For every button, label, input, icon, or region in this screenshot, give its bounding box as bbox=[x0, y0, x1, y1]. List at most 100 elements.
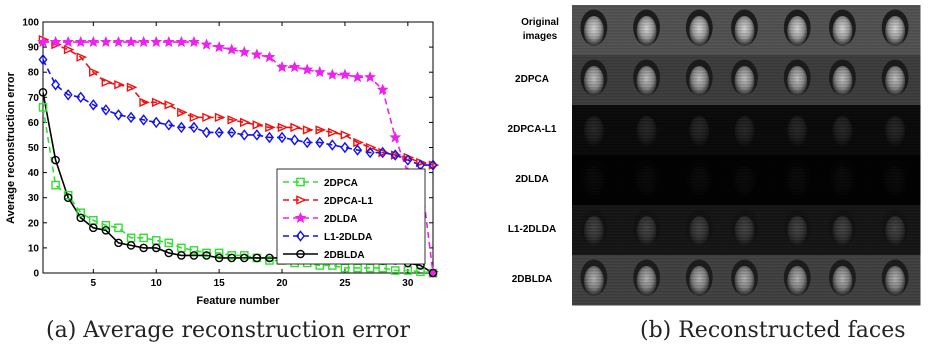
point-2dblda bbox=[252, 253, 262, 263]
point-2dlda bbox=[74, 35, 87, 48]
face-2dlda bbox=[671, 155, 722, 206]
face-2dblda bbox=[572, 255, 623, 306]
point-2dlda bbox=[49, 35, 62, 48]
stripe-overlay bbox=[621, 55, 672, 106]
series-line-l1-2dlda bbox=[43, 59, 433, 166]
row-label-2dpca-l1: 2DPCA-L1 bbox=[507, 124, 557, 135]
point-2dpca-l1 bbox=[302, 125, 314, 135]
legend-label-2dlda: 2DLDA bbox=[324, 214, 357, 225]
point-2dlda bbox=[389, 131, 402, 143]
point-2dlda bbox=[137, 35, 150, 48]
point-l1-2dlda bbox=[63, 89, 73, 101]
face-2dpca-l1 bbox=[572, 105, 623, 156]
point-2dpca bbox=[239, 251, 249, 260]
point-l1-2dlda bbox=[214, 126, 224, 139]
stripe-overlay bbox=[572, 205, 623, 256]
point-l1-2dlda bbox=[189, 121, 199, 134]
point-l1-2dlda bbox=[290, 134, 300, 146]
darken-overlay bbox=[621, 105, 672, 156]
stripe-overlay bbox=[671, 5, 722, 56]
x-tick-label: 20 bbox=[276, 278, 288, 289]
face-2dpca bbox=[721, 55, 772, 106]
face-l1-2dlda bbox=[870, 205, 921, 256]
darken-overlay bbox=[671, 105, 722, 156]
face-2dpca-l1 bbox=[870, 105, 921, 156]
stripe-overlay bbox=[770, 205, 822, 256]
point-l1-2dlda bbox=[139, 114, 149, 126]
face-2dlda bbox=[621, 155, 672, 206]
stripe-overlay bbox=[770, 5, 822, 56]
face-2dblda bbox=[770, 255, 822, 306]
caption-a: (a) Average reconstruction error bbox=[46, 318, 410, 343]
point-2dpca bbox=[202, 248, 211, 258]
face-original-images bbox=[572, 5, 623, 56]
face-original-images bbox=[770, 5, 822, 56]
point-2dlda bbox=[326, 68, 339, 80]
point-2dlda bbox=[301, 63, 314, 75]
point-2dpca-l1 bbox=[277, 122, 289, 133]
x-tick-label: 10 bbox=[151, 278, 163, 289]
point-2dblda bbox=[428, 268, 438, 278]
point-l1-2dlda bbox=[126, 111, 136, 124]
darken-overlay bbox=[572, 55, 623, 106]
darken-overlay bbox=[820, 55, 871, 106]
stripe-overlay bbox=[721, 55, 772, 106]
point-l1-2dlda bbox=[38, 53, 48, 66]
face-2dpca-l1 bbox=[671, 105, 722, 156]
darken-overlay bbox=[572, 105, 623, 156]
legend: 2DPCA 2DPCA-L1 2DLDA L1-2DLDA 2DBLDA bbox=[276, 168, 426, 265]
point-2dpca-l1 bbox=[139, 97, 150, 107]
point-2dpca-l1 bbox=[89, 67, 100, 77]
stripe-overlay bbox=[621, 5, 672, 56]
darken-overlay bbox=[572, 255, 623, 306]
point-2dlda bbox=[175, 35, 188, 48]
point-2dblda bbox=[239, 253, 249, 263]
face-2dpca bbox=[820, 55, 871, 106]
row-label-2dlda: 2DLDA bbox=[515, 174, 549, 185]
point-2dlda bbox=[87, 35, 100, 48]
y-tick-label: 0 bbox=[33, 269, 39, 280]
point-2dpca bbox=[227, 251, 237, 260]
point-2dpca bbox=[51, 180, 60, 190]
point-l1-2dlda bbox=[428, 159, 438, 171]
point-2dpca-l1 bbox=[151, 97, 163, 107]
y-tick-label: 80 bbox=[28, 68, 40, 79]
point-l1-2dlda bbox=[264, 131, 274, 144]
stripe-overlay bbox=[572, 5, 623, 56]
darken-overlay bbox=[770, 255, 822, 306]
point-2dpca bbox=[265, 256, 274, 265]
point-2dpca-l1 bbox=[114, 80, 125, 90]
legend-marker-2dlda bbox=[294, 211, 307, 223]
face-2dpca-l1 bbox=[820, 105, 871, 156]
point-l1-2dlda bbox=[101, 104, 111, 116]
stripe-overlay bbox=[671, 255, 722, 306]
face-2dblda bbox=[721, 255, 772, 306]
face-2dblda bbox=[621, 255, 672, 306]
y-tick-label: 30 bbox=[28, 193, 40, 204]
point-2dpca-l1 bbox=[214, 112, 226, 123]
point-2dpca bbox=[76, 208, 86, 218]
point-2dpca bbox=[214, 248, 224, 258]
legend-label-2dblda: 2DBLDA bbox=[324, 250, 365, 261]
point-2dpca-l1 bbox=[63, 44, 75, 55]
face-2dpca-l1 bbox=[621, 105, 672, 156]
stripe-overlay bbox=[870, 255, 921, 306]
point-2dpca bbox=[63, 190, 73, 200]
point-2dblda bbox=[101, 226, 111, 235]
darken-overlay bbox=[621, 205, 672, 256]
y-axis-label: Average reconstruction error bbox=[5, 71, 17, 224]
point-2dlda bbox=[251, 48, 263, 60]
face-l1-2dlda bbox=[820, 205, 871, 256]
point-2dpca bbox=[101, 221, 111, 230]
point-2dpca-l1 bbox=[265, 122, 276, 133]
point-2dpca-l1 bbox=[353, 137, 364, 148]
point-l1-2dlda bbox=[315, 136, 325, 149]
stripe-overlay bbox=[770, 55, 822, 106]
x-axis: 5 10 15 20 25 30 bbox=[91, 22, 414, 289]
point-2dlda bbox=[37, 35, 49, 48]
point-l1-2dlda bbox=[340, 141, 350, 154]
point-2dpca-l1 bbox=[227, 115, 239, 125]
point-2dblda bbox=[189, 251, 199, 260]
point-l1-2dlda bbox=[353, 144, 363, 156]
